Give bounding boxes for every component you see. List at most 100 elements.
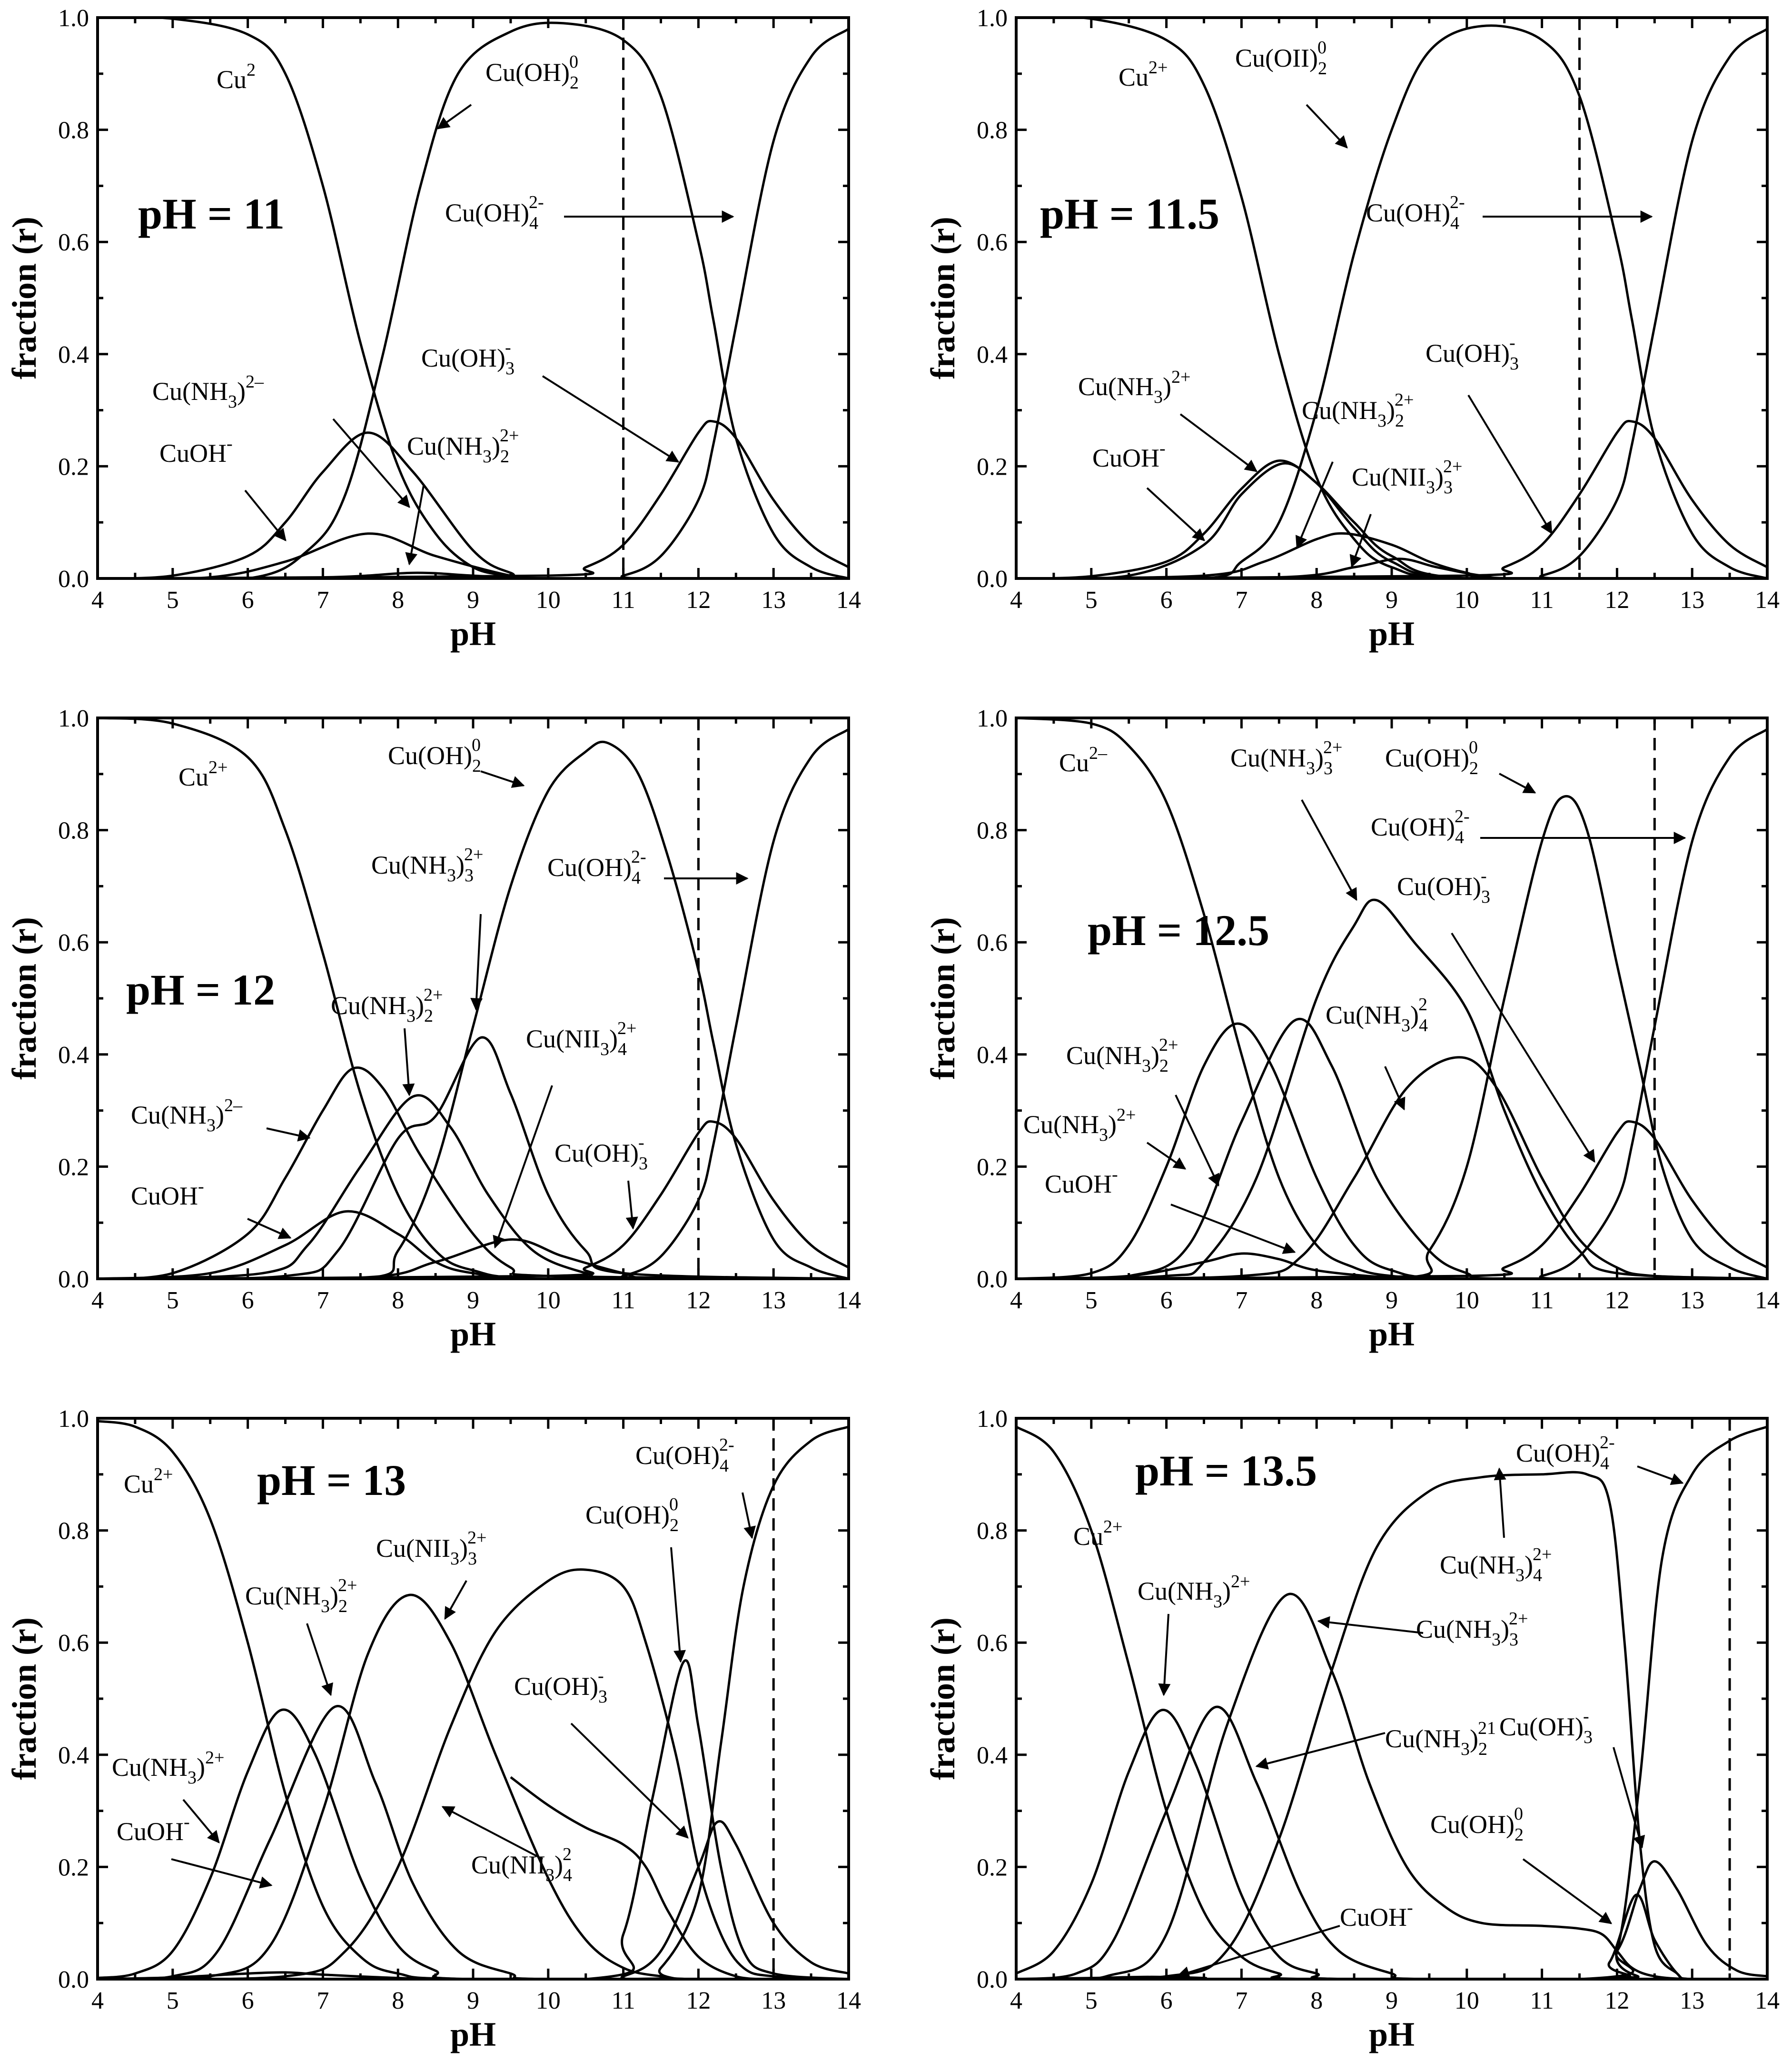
species-label: Cu(OH)20 [1385,737,1478,778]
x-tick-label: 8 [1310,1287,1323,1314]
x-tick-label: 4 [91,587,104,614]
series-group [1016,18,1767,578]
series-group [98,1420,849,1979]
x-tick-label: 7 [317,587,329,614]
y-tick-label: 0.4 [977,341,1008,368]
species-label: Cu(NH3)22+ [245,1575,357,1616]
chart-panel: 4 5 6 7 8 9 10 11 12 13 14 0.0 0.2 0.4 0.6 0.8 1.0 pH frac… [924,5,1780,653]
series-line [98,1036,849,1279]
series-line [1016,24,1767,578]
species-label: Cu(NH3)22+ [331,985,443,1026]
plot-frame [1015,16,1769,580]
species-label: Cu(NH3)32+ [371,845,483,886]
series-line [98,1066,849,1279]
y-tick-label: 0.2 [58,1154,89,1181]
y-tick-label: 1.0 [58,705,89,732]
x-tick-label: 6 [1160,1987,1173,2014]
species-label: Cu(OH)20 [485,52,579,93]
x-tick-label: 6 [242,587,254,614]
y-tick-label: 0.4 [58,1042,89,1069]
species-label: Cu(NH3)22+ [407,426,519,467]
series-group [1016,1425,1767,1979]
y-tick-label: 0.6 [977,1630,1008,1657]
ph-condition-label: pH = 11.5 [1040,189,1219,238]
y-tick-label: 0.8 [58,117,89,144]
x-tick-label: 7 [1235,1287,1247,1314]
species-label: Cu(OH)42- [547,847,646,888]
species-label: Cu(NH3)2– [131,1095,243,1135]
series-line [98,532,849,578]
annotation-arrow [1301,799,1357,901]
x-tick-label: 13 [761,587,786,614]
series-line [1016,28,1767,578]
y-tick-label: 1.0 [977,1405,1008,1433]
series-line [1016,1425,1767,1979]
x-tick-label: 4 [1010,1287,1022,1314]
species-label: CuOH- [159,434,233,468]
series-line [1016,419,1767,578]
y-tick-label: 0.2 [977,1854,1008,1881]
x-tick-label: 10 [536,587,561,614]
species-label: Cu(NH3)32+ [1416,1609,1528,1650]
species-label: Cu(NH3)221 [1385,1718,1496,1759]
annotation-arrow [1384,1066,1406,1111]
ph-condition-label: pH = 11 [138,189,285,238]
x-tick-label: 14 [1755,1287,1780,1314]
series-line [1016,795,1767,1279]
y-tick-label: 0.8 [977,817,1008,845]
y-tick-label: 0.0 [977,566,1008,593]
x-tick-label: 8 [392,587,404,614]
series-line [98,1568,849,1979]
series-line [1016,898,1767,1279]
annotation-arrow [441,1806,543,1860]
y-tick-label: 0.0 [58,1966,89,1993]
plot-frame [96,16,850,580]
species-label: Cu(NII3)32+ [376,1528,486,1569]
annotation-arrow [444,1580,467,1620]
series-line [98,21,849,578]
series-line [1016,1593,1767,1979]
series-line [1016,728,1767,1279]
species-label: Cu(OH)42- [1366,192,1465,233]
species-label: Cu(OH)3- [1499,1706,1593,1747]
annotation-arrow [1158,1613,1171,1696]
series-line [98,18,849,578]
species-label: Cu(NII3)42+ [526,1018,636,1059]
x-tick-label: 12 [1604,1287,1629,1314]
y-tick-label: 0.6 [977,929,1008,956]
annotation-arrow [182,1799,220,1843]
annotation-arrow [542,375,680,463]
x-tick-label: 13 [1680,587,1704,614]
chart-panel: 4 5 6 7 8 9 10 11 12 13 14 0.0 0.2 0.4 0.6 0.8 1.0 pH frac… [5,1405,861,2053]
annotation-arrow [1296,461,1334,549]
annotation-arrow [1494,1467,1506,1538]
x-tick-label: 14 [1755,587,1780,614]
annotation-arrow [436,104,472,129]
annotation-arrow [266,1127,311,1142]
x-tick-label: 9 [1386,587,1398,614]
x-tick-label: 6 [242,1287,254,1314]
x-tick-label: 5 [167,1987,179,2014]
y-tick-label: 0.6 [58,929,89,956]
ph-condition-label: pH = 12.5 [1088,906,1269,955]
series-group [1016,718,1767,1279]
species-label: Cu(OH)3- [514,1666,607,1707]
species-label: Cu2– [1059,743,1108,777]
annotation-arrow [402,1028,415,1096]
x-tick-label: 7 [317,1287,329,1314]
x-tick-label: 5 [1085,1287,1098,1314]
series-line [1016,1425,1767,1979]
x-tick-label: 9 [467,587,479,614]
species-label: Cu2+ [124,1464,173,1498]
chart-panel: 4 5 6 7 8 9 10 11 12 13 14 0.0 0.2 0.4 0.6 0.8 1.0 pH frac… [5,705,861,1353]
series-group [98,18,849,578]
y-tick-label: 0.6 [977,229,1008,256]
species-label: Cu(OH)20 [1430,1804,1524,1845]
species-label: Cu(NH3)42+ [1440,1544,1552,1585]
annotation-arrow [1637,1465,1684,1485]
species-label: Cu(OH)3- [421,338,515,378]
annotation-arrow [1175,1095,1219,1187]
species-label: Cu(OH)3- [1426,333,1519,374]
x-tick-label: 6 [1160,1287,1173,1314]
